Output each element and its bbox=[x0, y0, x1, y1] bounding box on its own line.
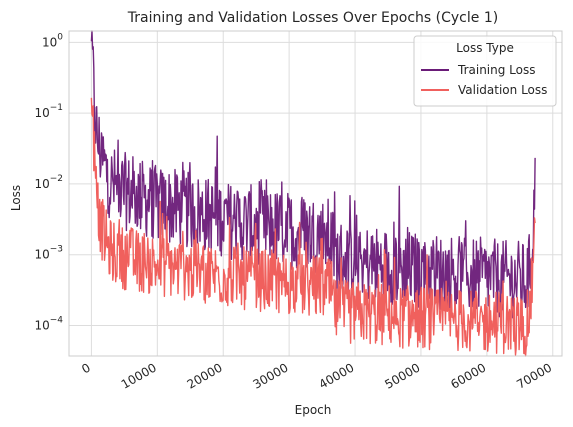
y-tick-exponent: −4 bbox=[50, 315, 64, 325]
y-tick-label: 10−1 bbox=[34, 103, 63, 120]
y-tick-base: 10 bbox=[34, 177, 49, 191]
legend-box bbox=[413, 35, 557, 107]
y-tick-label: 100 bbox=[42, 32, 63, 49]
series-layer bbox=[90, 30, 536, 357]
legend-label-training: Training Loss bbox=[457, 63, 535, 77]
legend: Loss Type Training Loss Validation Loss bbox=[413, 35, 557, 107]
y-tick-label: 10−2 bbox=[34, 174, 63, 191]
y-tick-exponent: −3 bbox=[50, 245, 63, 255]
y-tick-exponent: −2 bbox=[50, 174, 63, 184]
y-axis-label: Loss bbox=[9, 185, 23, 211]
validation-loss-line bbox=[90, 97, 536, 357]
y-tick-base: 10 bbox=[42, 35, 57, 49]
training-loss-line bbox=[90, 30, 536, 319]
y-tick-base: 10 bbox=[34, 106, 49, 120]
legend-label-validation: Validation Loss bbox=[458, 83, 547, 97]
y-tick-exponent: 0 bbox=[57, 32, 63, 42]
y-tick-base: 10 bbox=[34, 318, 49, 332]
y-tick-base: 10 bbox=[34, 248, 49, 262]
x-axis-label: Epoch bbox=[295, 403, 332, 417]
y-tick-exponent: −1 bbox=[50, 103, 63, 113]
y-tick-label: 10−4 bbox=[34, 315, 63, 332]
plot-frame bbox=[68, 30, 563, 357]
y-tick-label: 10−3 bbox=[34, 245, 63, 262]
chart-title: Training and Validation Losses Over Epoc… bbox=[127, 10, 498, 26]
legend-title: Loss Type bbox=[456, 41, 514, 55]
